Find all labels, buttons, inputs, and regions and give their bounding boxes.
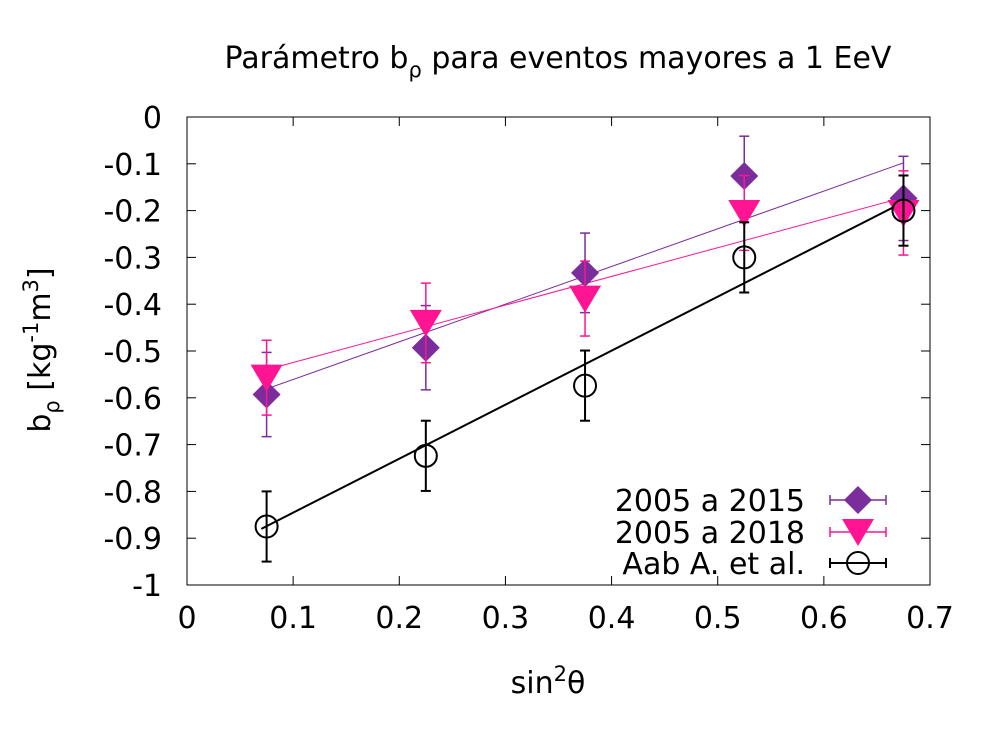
y-tick-label: 0 — [143, 101, 162, 136]
y-tick-label: -0.7 — [103, 429, 162, 464]
y-tick-label: -0.2 — [103, 195, 162, 230]
fit-line — [260, 201, 904, 530]
x-tick-label: 0.3 — [482, 601, 530, 636]
y-axis-label: bρ [kg-1m3] — [19, 267, 64, 432]
y-axis-label-sub: ρ — [40, 400, 64, 413]
y-axis-label-unit2: m — [23, 292, 58, 321]
legend-label: 2005 a 2015 — [615, 484, 805, 519]
y-axis-label-sup1: -1 — [19, 322, 43, 343]
chart-title-main: Parámetro b — [225, 41, 409, 76]
x-tick-label: 0.2 — [375, 601, 423, 636]
chart-title-rest: para eventos mayores a 1 EeV — [422, 41, 892, 76]
data-point — [250, 364, 283, 392]
x-tick-label: 0 — [177, 601, 196, 636]
y-tick-label: -0.4 — [103, 288, 162, 323]
axes: 0 0.1 0.2 0.3 0.4 0.5 0.6 0.7 0 -0.1 -0.2 -0.3 -0.4 -… — [103, 101, 953, 636]
data-point — [569, 285, 602, 313]
x-tick-label: 0.4 — [588, 601, 636, 636]
y-tick-label: -1 — [132, 569, 162, 604]
chart-title-sub: ρ — [408, 58, 421, 82]
data-point — [728, 199, 761, 227]
y-axis-label-close: ] — [23, 267, 58, 279]
y-axis-label-sup2: 3 — [19, 279, 43, 292]
plot-frame — [186, 116, 931, 586]
x-tick-label: 0.6 — [800, 601, 848, 636]
legend-marker — [846, 551, 870, 575]
data-point — [254, 514, 279, 539]
data-points — [250, 135, 920, 563]
data-point — [409, 309, 442, 337]
y-tick-label: -0.9 — [103, 522, 162, 557]
y-tick-label: -0.1 — [103, 148, 162, 183]
data-point — [413, 443, 438, 468]
fit-line — [261, 197, 904, 372]
y-axis-label-main: b — [23, 414, 58, 433]
x-tick-label: 0.7 — [906, 601, 954, 636]
chart-title: Parámetro bρ para eventos mayores a 1 Ee… — [225, 41, 892, 82]
legend-label: 2005 a 2018 — [615, 516, 805, 551]
y-tick-label: -0.6 — [103, 382, 162, 417]
x-axis-label-main: sin — [511, 666, 554, 701]
x-axis-label: sin2θ — [511, 662, 586, 701]
data-point — [732, 245, 757, 270]
x-tick-label: 0.5 — [694, 601, 742, 636]
x-axis-label-rest: θ — [567, 666, 585, 701]
y-tick-label: -0.8 — [103, 475, 162, 510]
y-tick-label: -0.5 — [103, 335, 162, 370]
legend-marker — [844, 486, 872, 514]
x-tick-label: 0.1 — [269, 601, 317, 636]
legend-label: Aab A. et al. — [622, 547, 805, 582]
data-point — [891, 198, 916, 223]
fit-lines — [260, 162, 904, 530]
x-axis-label-sup: 2 — [554, 662, 567, 686]
y-tick-label: -0.3 — [103, 241, 162, 276]
data-point — [573, 373, 598, 398]
y-axis-label-unit1: [kg — [23, 343, 58, 401]
legend-marker — [842, 519, 874, 546]
